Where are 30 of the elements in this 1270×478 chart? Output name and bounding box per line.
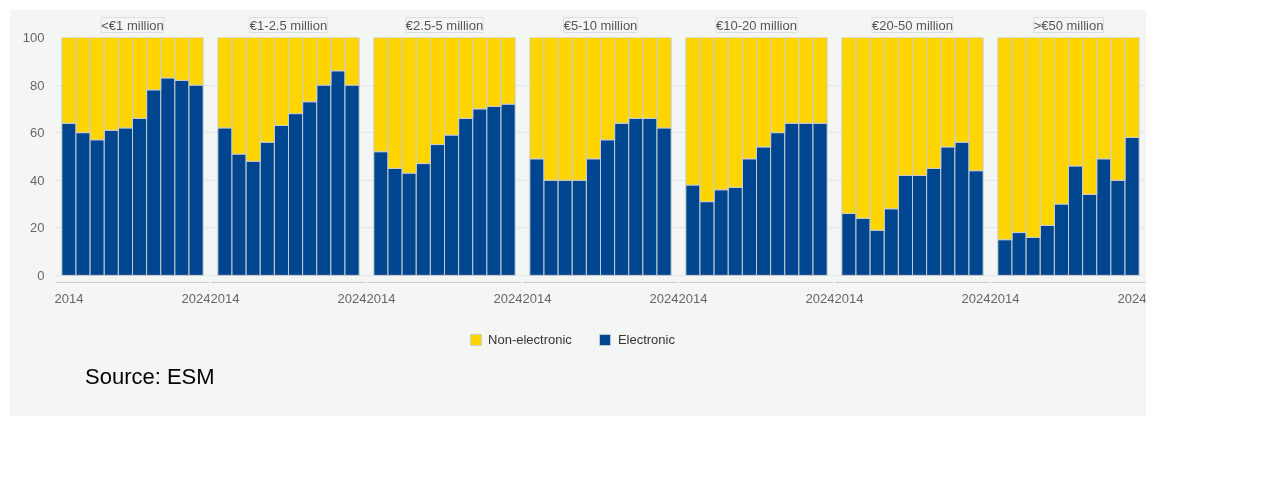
legend-label: Non-electronic [488,331,572,347]
legend-label: Electronic [617,331,675,347]
x-tick-label: 2024 [649,290,679,306]
chart-title: €5-10 million [563,17,638,33]
chart-title: €2.5-5 million [405,17,484,33]
x-tick-label: 2014 [210,290,240,306]
chart-title: €20-50 million [872,17,953,33]
x-tick-label: 2014 [990,290,1020,306]
x-tick-label: 2014 [834,290,864,306]
x-tick-label: 2024 [337,290,367,306]
x-tick-label: 2014 [54,290,84,306]
y-tick-label: 100 [22,30,45,45]
x-tick-label: 2014 [366,290,396,306]
y-tick-label: 20 [30,220,45,236]
chart-title: >€50 million [1033,17,1104,33]
y-tick-label: 80 [30,77,45,93]
x-tick-label: 2024 [805,290,835,306]
chart-title: <€1 million [101,17,164,33]
y-tick-label: 40 [30,172,45,188]
chart-title: €10-20 million [716,17,797,33]
chart-title: €1-2.5 million [249,17,328,33]
x-tick-label: 2024 [181,290,211,306]
x-tick-label: 2014 [522,290,552,306]
x-tick-label: 2024 [493,290,523,306]
x-tick-label: 2024 [1117,290,1147,306]
y-tick-label: 60 [30,125,45,141]
y-tick-label: 0 [37,267,45,283]
x-tick-label: 2014 [678,290,708,306]
source-note: Source: ESM [85,363,215,391]
x-tick-label: 2024 [961,290,991,306]
